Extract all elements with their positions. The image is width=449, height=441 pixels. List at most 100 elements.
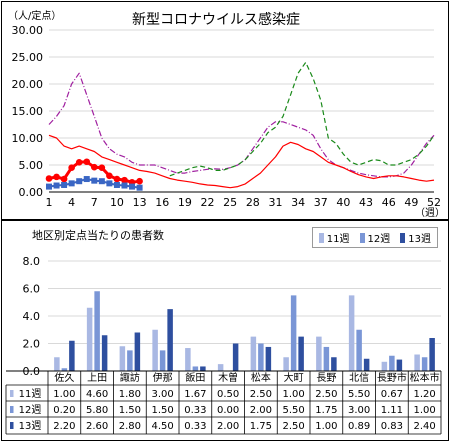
category-label: 長野市 <box>377 371 407 384</box>
category-label: 飯田 <box>185 371 205 384</box>
table-cell: 0.83 <box>381 421 403 432</box>
legend-label-week12: 12週 <box>367 234 391 245</box>
bar-13週 <box>167 309 173 371</box>
legend-swatch-week12 <box>359 232 365 243</box>
current-week-square-point <box>121 182 128 189</box>
x-tick-label: 7 <box>91 196 98 209</box>
current-week-square-point <box>68 180 75 187</box>
category-label: 北信 <box>349 372 369 384</box>
current-week-square-point <box>76 178 83 185</box>
district-bar-chart: 地区別定点当たりの患者数0.02.04.06.08.0佐久 上田 諏訪 伊那 飯田 木曽松… <box>5 228 442 435</box>
chart-title: 新型コロナウイルス感染症 <box>132 11 300 28</box>
table-cell: 2.20 <box>53 421 75 432</box>
y-tick-label: 8.0 <box>23 255 41 268</box>
table-cell: 1.80 <box>119 389 141 400</box>
table-cell: 1.00 <box>282 389 304 400</box>
bar-13週 <box>396 359 403 371</box>
x-tick-label: 49 <box>404 196 418 209</box>
bar-12週 <box>94 291 100 371</box>
bar-11週 <box>348 295 355 371</box>
y-tick-label: 25.00 <box>12 51 44 64</box>
category-label: 諏訪 <box>120 371 140 384</box>
current-week-square-point <box>98 178 105 185</box>
current-week-point <box>113 175 121 183</box>
current-week-point <box>121 176 128 184</box>
x-tick-label: 40 <box>336 196 350 209</box>
current-week-point <box>136 177 143 185</box>
x-tick-label: 19 <box>178 196 192 209</box>
y-tick-label: 20.00 <box>12 78 44 91</box>
series-line-purple <box>48 72 435 178</box>
category-label: 大町 <box>284 371 304 384</box>
x-tick-label: 1 <box>46 196 53 209</box>
table-cell: 5.80 <box>86 405 108 416</box>
bar-12週 <box>389 355 395 371</box>
current-week-point <box>45 175 53 182</box>
table-cell: 0.00 <box>217 405 239 416</box>
table-cell: 0.67 <box>381 389 403 400</box>
bar-11週 <box>414 354 420 371</box>
current-week-square-point <box>53 182 60 189</box>
table-cell: 2.00 <box>217 421 239 432</box>
table-cell: 1.00 <box>53 389 75 400</box>
bar-13週 <box>298 336 304 371</box>
bar-12週 <box>159 350 166 371</box>
x-tick-label: 4 <box>68 196 75 209</box>
x-tick-label: 31 <box>268 196 282 209</box>
bar-13週 <box>232 343 239 371</box>
bar-12週 <box>61 368 68 371</box>
y-tick-label: 5.00 <box>19 159 44 172</box>
y-tick-label: 2.0 <box>23 338 41 351</box>
bar-11週 <box>217 364 224 371</box>
weekly-trend-chart-panel: 新型コロナウイルス感染症 （人/定点） 0.00 5.00 10.00 15.00 20.0… <box>1 1 449 220</box>
category-label: 上田 <box>87 372 107 384</box>
x-tick-label: 28 <box>246 196 260 209</box>
y-tick-label: 0.00 <box>19 186 44 199</box>
current-week-square-point <box>113 181 120 188</box>
table-cell: 5.50 <box>282 405 304 416</box>
current-week-square-point <box>61 181 68 188</box>
bar-11週 <box>86 307 93 371</box>
bar-11週 <box>152 329 158 371</box>
current-week-point <box>83 158 91 166</box>
bar-11週 <box>250 336 257 371</box>
table-row-swatch <box>10 422 14 429</box>
legend-label-week11: 11週 <box>326 234 350 245</box>
table-cell: 4.50 <box>151 421 173 432</box>
x-tick-label: 46 <box>382 196 396 209</box>
table-cell: 4.60 <box>86 389 108 400</box>
table-cell: 2.40 <box>413 421 435 432</box>
x-tick-label: 10 <box>110 196 124 209</box>
x-axis-unit-label: （週） <box>415 207 445 219</box>
table-cell: 0.89 <box>348 421 370 432</box>
bar-13週 <box>363 358 370 371</box>
bar-13週 <box>134 332 141 371</box>
table-cell: 1.00 <box>315 421 337 432</box>
bar-11週 <box>283 357 289 371</box>
bar-12週 <box>258 343 264 371</box>
legend-item-week11: 11週 <box>318 230 350 245</box>
x-tick-label: 25 <box>223 196 237 209</box>
table-cell: 1.11 <box>381 405 403 416</box>
table-row-label: 12週 <box>19 404 42 416</box>
y-tick-label: 4.0 <box>23 310 41 323</box>
bar-11週 <box>119 346 126 371</box>
x-tick-label: 52 <box>427 196 441 209</box>
legend-label-week13: 13週 <box>408 234 431 245</box>
bar-11週 <box>54 357 60 371</box>
y-tick-label: 30.00 <box>12 24 44 37</box>
district-chart-panel: 地区別定点当たりの患者数 0.0 2.0 4.0 6.0 8.0 佐久 上田 諏訪 伊那 飯田 木曽松… <box>1 220 449 441</box>
table-cell: 2.50 <box>282 421 304 432</box>
table-cell: 1.50 <box>119 405 141 416</box>
table-cell: 2.50 <box>250 389 272 400</box>
legend-item-week13: 13週 <box>400 230 431 245</box>
current-week-square-point <box>106 180 113 187</box>
bar-12週 <box>323 346 330 371</box>
table-row-swatch <box>10 406 14 413</box>
table-row-label: 13週 <box>19 420 42 432</box>
current-week-point <box>90 163 98 171</box>
table-cell: 2.60 <box>86 421 108 432</box>
legend-swatch-week11 <box>318 232 324 243</box>
table-cell: 0.33 <box>184 405 206 416</box>
table-cell: 1.00 <box>413 405 435 416</box>
